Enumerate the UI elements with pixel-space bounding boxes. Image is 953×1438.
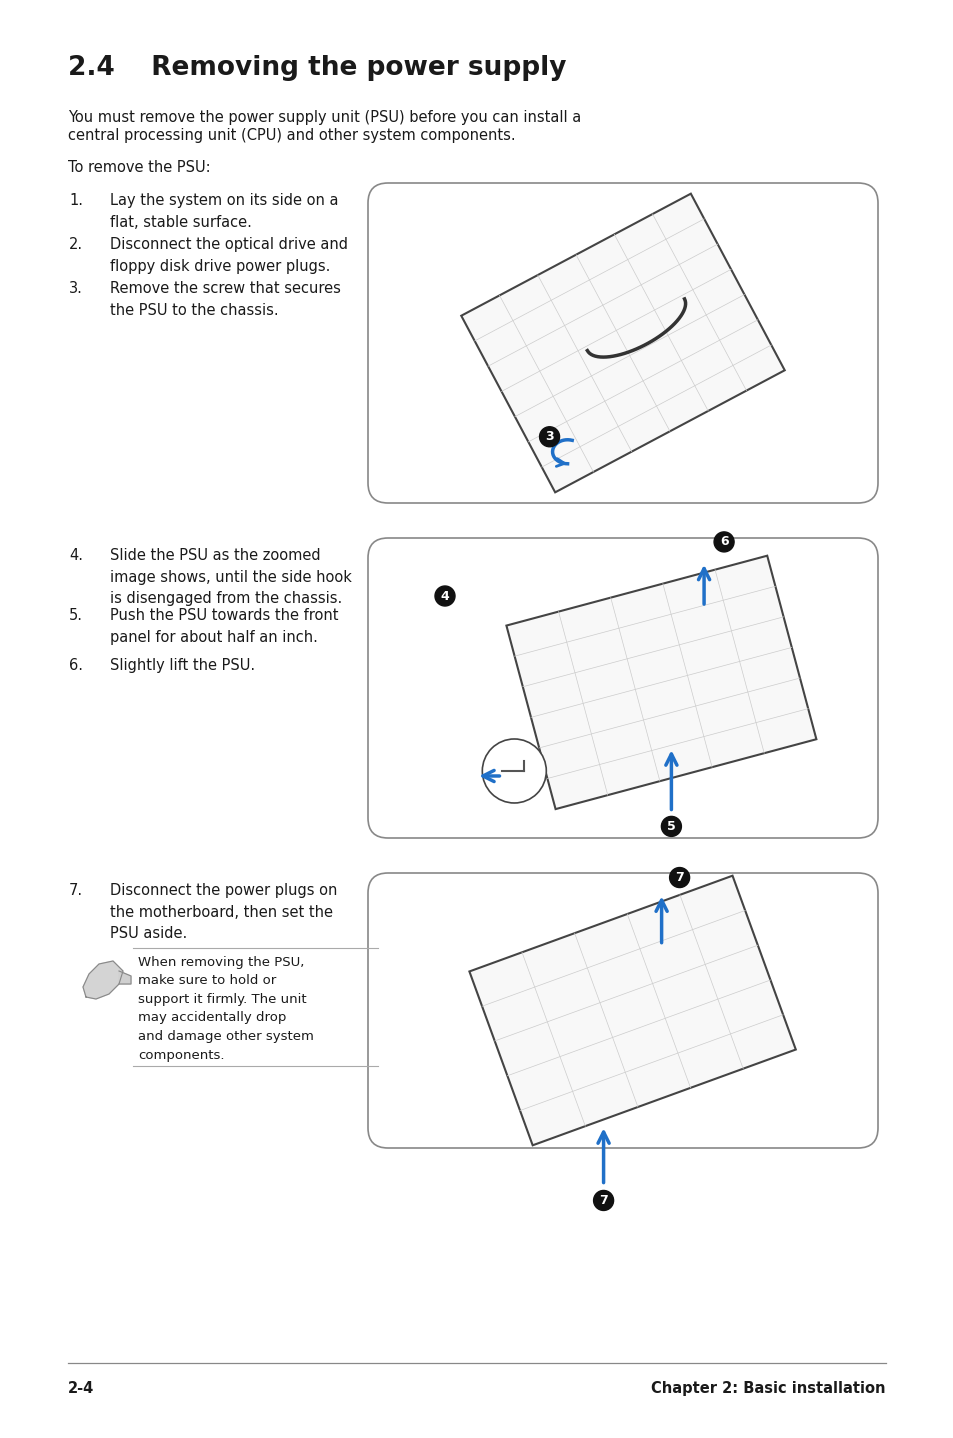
Text: 1.: 1.	[69, 193, 83, 209]
FancyBboxPatch shape	[368, 183, 877, 503]
Circle shape	[714, 532, 733, 552]
Text: 2-4: 2-4	[68, 1380, 94, 1396]
Text: Disconnect the power plugs on
the motherboard, then set the
PSU aside.: Disconnect the power plugs on the mother…	[110, 883, 337, 942]
Text: Slightly lift the PSU.: Slightly lift the PSU.	[110, 659, 254, 673]
Text: 6: 6	[719, 535, 728, 548]
Text: When removing the PSU,
make sure to hold or
support it firmly. The unit
may acci: When removing the PSU, make sure to hold…	[138, 956, 314, 1061]
Circle shape	[539, 427, 559, 447]
Circle shape	[482, 739, 546, 802]
Text: 6.: 6.	[69, 659, 83, 673]
Text: 7: 7	[598, 1194, 607, 1206]
Polygon shape	[83, 961, 123, 999]
Polygon shape	[469, 876, 795, 1145]
FancyBboxPatch shape	[368, 873, 877, 1148]
Text: Remove the screw that secures
the PSU to the chassis.: Remove the screw that secures the PSU to…	[110, 280, 340, 318]
Text: 5.: 5.	[69, 608, 83, 623]
Text: 5: 5	[666, 820, 675, 833]
Text: 2.: 2.	[69, 237, 83, 252]
Text: 7.: 7.	[69, 883, 83, 897]
Polygon shape	[119, 971, 131, 984]
Text: Slide the PSU as the zoomed
image shows, until the side hook
is disengaged from : Slide the PSU as the zoomed image shows,…	[110, 548, 352, 607]
Text: 3.: 3.	[69, 280, 83, 296]
Text: Lay the system on its side on a
flat, stable surface.: Lay the system on its side on a flat, st…	[110, 193, 338, 230]
Circle shape	[435, 587, 455, 605]
Text: 4.: 4.	[69, 548, 83, 564]
Text: You must remove the power supply unit (PSU) before you can install a: You must remove the power supply unit (P…	[68, 109, 580, 125]
Circle shape	[660, 817, 680, 837]
Text: Push the PSU towards the front
panel for about half an inch.: Push the PSU towards the front panel for…	[110, 608, 338, 644]
Circle shape	[593, 1191, 613, 1211]
Circle shape	[669, 867, 689, 887]
Text: central processing unit (CPU) and other system components.: central processing unit (CPU) and other …	[68, 128, 515, 142]
Text: 3: 3	[545, 430, 554, 443]
Text: 7: 7	[675, 871, 683, 884]
FancyBboxPatch shape	[368, 538, 877, 838]
Text: Chapter 2: Basic installation: Chapter 2: Basic installation	[651, 1380, 885, 1396]
Polygon shape	[506, 555, 816, 810]
Text: Disconnect the optical drive and
floppy disk drive power plugs.: Disconnect the optical drive and floppy …	[110, 237, 348, 273]
Text: To remove the PSU:: To remove the PSU:	[68, 160, 211, 175]
Text: 4: 4	[440, 590, 449, 603]
Polygon shape	[461, 194, 784, 492]
Text: 2.4    Removing the power supply: 2.4 Removing the power supply	[68, 55, 566, 81]
